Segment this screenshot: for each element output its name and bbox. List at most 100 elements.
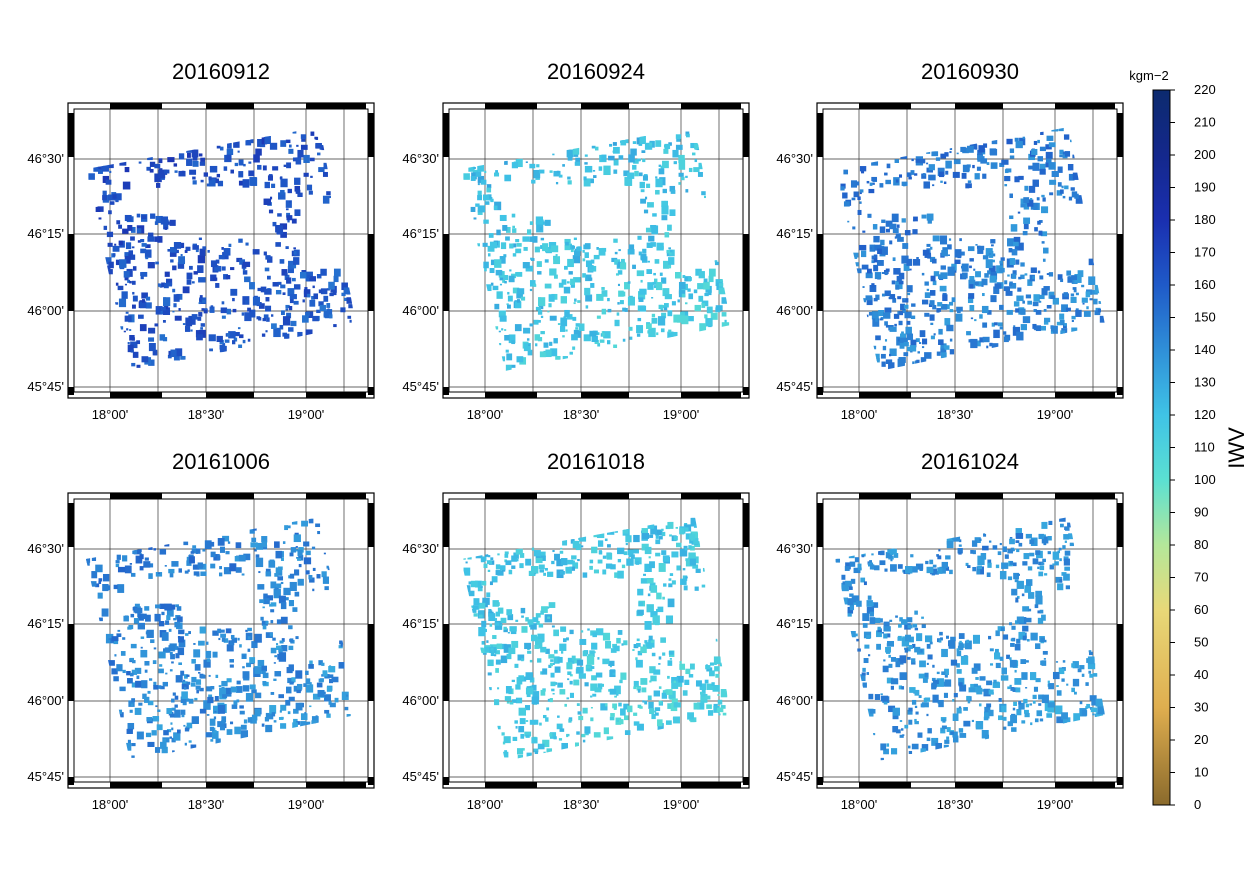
iwv-pixel <box>982 255 989 260</box>
iwv-pixel <box>207 696 214 704</box>
iwv-pixel <box>148 343 156 352</box>
iwv-pixel <box>582 258 586 262</box>
iwv-pixel <box>884 307 892 313</box>
iwv-pixel <box>157 572 160 575</box>
iwv-pixel <box>275 242 281 247</box>
iwv-pixel <box>233 139 240 148</box>
iwv-pixel <box>490 198 494 203</box>
iwv-pixel <box>131 669 138 675</box>
iwv-pixel <box>973 683 978 687</box>
iwv-pixel <box>540 237 545 241</box>
iwv-pixel <box>941 671 946 675</box>
iwv-pixel <box>507 632 510 634</box>
iwv-pixel <box>210 260 218 268</box>
iwv-pixel <box>606 528 615 535</box>
iwv-pixel <box>221 266 226 271</box>
iwv-pixel <box>695 680 702 687</box>
iwv-pixel <box>671 698 678 705</box>
iwv-pixel <box>1025 617 1032 623</box>
iwv-pixel <box>899 720 903 722</box>
iwv-pixel <box>925 560 929 565</box>
lat-tick-label: 46°15' <box>776 616 813 631</box>
iwv-pixel <box>693 167 700 173</box>
iwv-pixel <box>912 229 918 235</box>
iwv-pixel <box>570 539 575 544</box>
iwv-pixel <box>910 170 915 175</box>
iwv-pixel <box>475 171 482 177</box>
iwv-pixel <box>196 689 199 694</box>
iwv-pixel <box>492 285 499 291</box>
iwv-pixel <box>585 305 589 309</box>
iwv-pixel <box>550 672 555 678</box>
iwv-pixel <box>529 236 535 242</box>
iwv-pixel <box>1089 298 1093 301</box>
iwv-pixel <box>309 660 313 664</box>
iwv-pixel <box>289 681 294 685</box>
iwv-pixel <box>844 580 852 588</box>
iwv-pixel <box>1020 324 1027 331</box>
iwv-pixel <box>637 291 646 300</box>
iwv-pixel <box>672 149 679 158</box>
iwv-pixel <box>866 672 870 675</box>
iwv-pixel <box>929 300 935 306</box>
iwv-pixel <box>216 173 221 178</box>
iwv-pixel <box>921 346 925 349</box>
iwv-pixel <box>596 628 604 636</box>
iwv-pixel <box>862 623 868 628</box>
iwv-pixel <box>155 306 163 315</box>
iwv-pixel <box>1009 538 1015 545</box>
iwv-pixel <box>116 664 123 672</box>
iwv-pixel <box>856 600 862 607</box>
iwv-pixel <box>880 695 889 702</box>
iwv-pixel <box>176 606 182 611</box>
iwv-pixel <box>584 243 591 249</box>
iwv-pixel <box>480 557 486 563</box>
iwv-pixel <box>1010 686 1015 691</box>
iwv-pixel <box>940 728 944 731</box>
iwv-pixel <box>876 643 881 650</box>
iwv-pixel <box>916 359 920 364</box>
iwv-pixel <box>174 709 181 718</box>
iwv-pixel <box>494 654 497 657</box>
iwv-pixel <box>671 301 676 306</box>
iwv-pixel <box>261 536 268 543</box>
iwv-pixel <box>127 722 135 730</box>
iwv-pixel <box>1052 551 1060 560</box>
iwv-pixel <box>288 200 292 203</box>
iwv-pixel <box>312 316 319 322</box>
iwv-pixel <box>158 284 162 287</box>
iwv-pixel <box>266 595 274 601</box>
iwv-pixel <box>226 333 230 337</box>
iwv-pixel <box>988 635 992 640</box>
iwv-pixel <box>525 734 530 738</box>
iwv-pixel <box>134 607 143 614</box>
iwv-pixel <box>143 561 151 568</box>
iwv-pixel <box>875 318 878 322</box>
iwv-pixel <box>1035 550 1041 555</box>
iwv-pixel <box>171 561 179 567</box>
iwv-pixel <box>195 679 202 685</box>
iwv-pixel <box>843 201 850 207</box>
iwv-pixel <box>189 169 197 175</box>
iwv-pixel <box>613 238 618 243</box>
iwv-pixel <box>666 249 671 254</box>
iwv-pixel <box>163 739 167 743</box>
iwv-pixel <box>900 153 908 159</box>
iwv-pixel <box>550 245 559 253</box>
iwv-pixel <box>1025 294 1032 299</box>
iwv-pixel <box>956 648 960 652</box>
iwv-pixel <box>620 708 626 716</box>
iwv-pixel <box>927 654 933 660</box>
iwv-pixel <box>1043 286 1050 291</box>
iwv-pixel <box>1034 327 1038 331</box>
iwv-pixel <box>713 656 721 665</box>
iwv-pixel <box>259 143 266 148</box>
iwv-pixel <box>516 558 519 562</box>
iwv-pixel <box>1029 703 1033 706</box>
iwv-pixel <box>1021 672 1028 680</box>
iwv-pixel <box>958 642 963 648</box>
iwv-pixel <box>944 674 948 678</box>
iwv-pixel <box>1068 173 1075 181</box>
iwv-pixel <box>463 173 470 180</box>
iwv-pixel <box>163 169 170 174</box>
